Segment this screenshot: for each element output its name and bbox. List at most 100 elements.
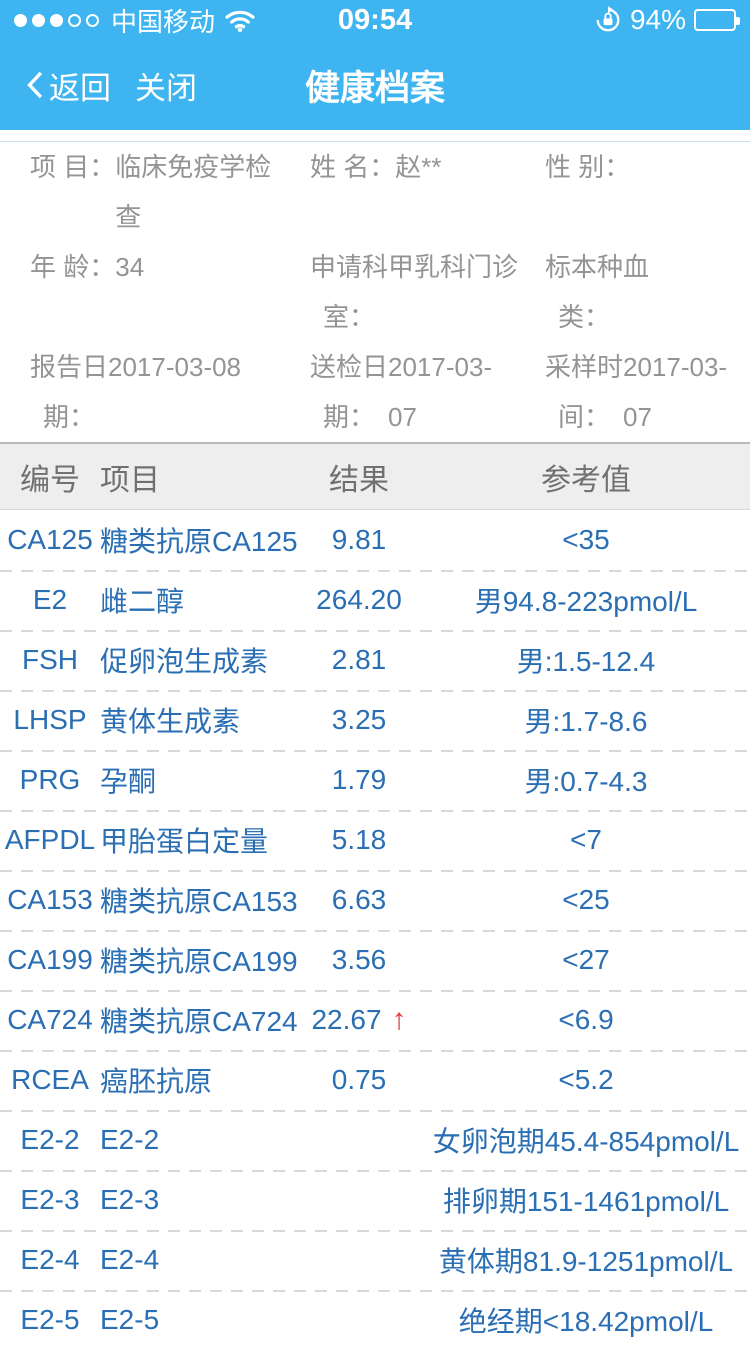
results-list[interactable]: 编号 项目 结果 参考值 CA125 糖类抗原CA125 9.81 <35 E2… [0, 442, 750, 1350]
row-reference: 男:0.7-4.3 [524, 766, 648, 797]
table-row: E2-3 E2-3 排卵期151-1461pmol/L [0, 1170, 750, 1230]
row-code: RCEA [11, 1064, 89, 1095]
row-reference: 男94.8-223pmol/L [474, 586, 698, 617]
table-row: CA724 糖类抗原CA724 22.67 ↑ <6.9 [0, 990, 750, 1050]
table-row: E2-5 E2-5 绝经期<18.42pmol/L [0, 1290, 750, 1350]
high-arrow-icon: ↑ [391, 1003, 407, 1036]
field-value: 2017-03- 07 [623, 352, 728, 432]
close-button-label: 关闭 [135, 70, 197, 106]
result-value: 5.18 [331, 824, 387, 855]
result-value: 1.79 [331, 764, 387, 795]
row-reference: 女卵泡期45.4-854pmol/L [432, 1126, 740, 1157]
row-reference: 排卵期151-1461pmol/L [442, 1186, 730, 1217]
table-row: CA199 糖类抗原CA199 3.56 <27 [0, 930, 750, 990]
patient-field: 性 别： [545, 142, 750, 242]
close-button[interactable]: 关闭 [135, 63, 197, 108]
patient-field: 报告日 期： 2017-03-08 [30, 342, 310, 442]
patient-field: 采样时 间： 2017-03- 07 [545, 342, 750, 442]
field-label: 姓 名： [310, 152, 396, 182]
result-value: 3.56 [331, 944, 387, 975]
row-item-name: E2-3 [100, 1184, 160, 1215]
row-reference: <35 [562, 524, 610, 555]
signal-dot [86, 13, 99, 27]
row-result: 5.18 [296, 823, 422, 857]
signal-dot [32, 13, 45, 27]
field-value: 甲乳科门诊 [388, 252, 519, 282]
row-code: CA199 [7, 944, 93, 975]
field-value: 2017-03-08 [108, 352, 242, 382]
result-value: 264.20 [316, 584, 402, 615]
row-result: 22.67 ↑ [296, 1003, 422, 1037]
row-result: 0.75 [296, 1063, 422, 1097]
nav-bar: 返回 关闭 健康档案 [0, 40, 750, 130]
table-row: PRG 孕酮 1.79 男:0.7-4.3 [0, 750, 750, 810]
row-reference: <7 [570, 824, 602, 855]
row-code: PRG [19, 764, 81, 795]
row-reference: 绝经期<18.42pmol/L [458, 1306, 714, 1337]
signal-dot [14, 13, 27, 27]
row-item-name: 雌二醇 [100, 586, 185, 617]
field-label: 项 目： [30, 152, 116, 182]
patient-field: 申请科 室： 甲乳科门诊 [310, 242, 545, 342]
signal-dot [68, 13, 81, 27]
row-reference: 男:1.7-8.6 [524, 706, 648, 737]
header-item: 项目 [100, 463, 160, 497]
table-row: E2-4 E2-4 黄体期81.9-1251pmol/L [0, 1230, 750, 1290]
row-item-name: 黄体生成素 [100, 706, 241, 737]
rotation-lock-icon [596, 6, 620, 32]
signal-strength-icon [14, 13, 99, 27]
row-code: LHSP [13, 704, 87, 735]
row-item-name: E2-5 [100, 1304, 160, 1335]
row-result: 1.79 [296, 763, 422, 797]
result-value: 2.81 [331, 644, 387, 675]
row-item-name: 癌胚抗原 [100, 1066, 213, 1097]
field-label: 申请科 室： [310, 252, 389, 332]
table-row: CA125 糖类抗原CA125 9.81 <35 [0, 510, 750, 570]
table-row: RCEA 癌胚抗原 0.75 <5.2 [0, 1050, 750, 1110]
table-row: CA153 糖类抗原CA153 6.63 <25 [0, 870, 750, 930]
row-code: E2 [32, 584, 68, 615]
row-item-name: 糖类抗原CA199 [100, 946, 298, 977]
field-value: 赵** [395, 152, 442, 182]
chevron-left-icon [27, 71, 43, 99]
field-value: 临床免疫学检 查 [115, 152, 272, 232]
row-reference: 男:1.5-12.4 [516, 646, 656, 677]
row-item-name: 促卵泡生成素 [100, 646, 269, 677]
row-code: E2-4 [20, 1244, 80, 1275]
row-code: CA153 [7, 884, 93, 915]
row-item-name: E2-4 [100, 1244, 160, 1275]
header-result: 结果 [329, 463, 389, 497]
field-label: 标本种 类： [545, 252, 624, 332]
result-value: 9.81 [331, 524, 387, 555]
field-label: 采样时 间： [545, 352, 624, 432]
row-item-name: E2-2 [100, 1124, 160, 1155]
row-code: CA125 [7, 524, 93, 555]
field-label: 送检日 期： [310, 352, 389, 432]
patient-field: 送检日 期： 2017-03- 07 [310, 342, 545, 442]
back-button[interactable]: 返回 [26, 63, 111, 108]
header-reference: 参考值 [541, 463, 631, 497]
row-item-name: 糖类抗原CA153 [100, 886, 298, 917]
row-reference: <25 [562, 884, 610, 915]
table-row: LHSP 黄体生成素 3.25 男:1.7-8.6 [0, 690, 750, 750]
field-value: 血 [623, 252, 650, 282]
field-label: 报告日 期： [30, 352, 109, 432]
signal-dot [50, 13, 63, 27]
row-code: CA724 [7, 1004, 93, 1035]
row-reference: <5.2 [558, 1064, 614, 1095]
table-row: AFPDL 甲胎蛋白定量 5.18 <7 [0, 810, 750, 870]
row-item-name: 孕酮 [100, 766, 157, 797]
row-reference: 黄体期81.9-1251pmol/L [438, 1246, 734, 1277]
row-code: E2-5 [20, 1304, 80, 1335]
result-value: 3.25 [331, 704, 387, 735]
wifi-icon [225, 10, 255, 32]
battery-percent-label: 94% [629, 4, 686, 35]
row-item-name: 糖类抗原CA724 [100, 1006, 298, 1037]
row-item-name: 甲胎蛋白定量 [100, 826, 269, 857]
patient-field: 姓 名： 赵** [310, 142, 545, 242]
row-code: FSH [22, 644, 78, 675]
field-label: 性 别： [545, 152, 631, 182]
field-label: 年 龄： [30, 252, 116, 282]
row-item-name: 糖类抗原CA125 [100, 526, 298, 557]
battery-icon [694, 9, 740, 31]
